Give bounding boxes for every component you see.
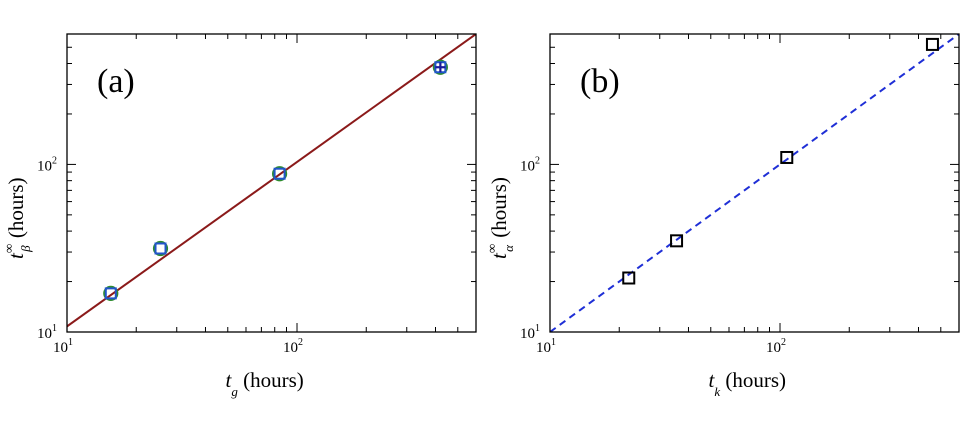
- x-tick-label: 101: [53, 337, 73, 356]
- tick-exponent: 1: [68, 337, 73, 348]
- axis-label-main: t: [4, 252, 28, 259]
- tick-marks: [66, 33, 477, 333]
- axis-label-main: t: [487, 252, 511, 259]
- panel-label: (a): [97, 63, 135, 100]
- data-point-square: [104, 287, 117, 300]
- tick-base: 10: [536, 340, 551, 356]
- y-tick-label: 101: [520, 323, 540, 342]
- plot-frame: [549, 33, 960, 333]
- tick-exponent: 1: [551, 337, 556, 348]
- x-tick-label: 102: [283, 337, 303, 356]
- tick-base: 10: [520, 158, 535, 174]
- tick-marks: [549, 33, 960, 333]
- data-point-circle: [152, 240, 169, 257]
- x-axis-label: tg (hours): [226, 368, 304, 399]
- y-tick-label: 102: [520, 155, 540, 174]
- axis-label-subscript: k: [714, 384, 720, 399]
- data-point-circle: [103, 285, 119, 301]
- plot-frame: [66, 33, 477, 333]
- tick-exponent: 2: [535, 155, 540, 166]
- data-point-square: [273, 167, 286, 180]
- tick-exponent: 2: [298, 337, 303, 348]
- fit-line: [550, 34, 959, 332]
- y-axis-label: t∞ α (hours): [484, 177, 516, 259]
- panel-label: (b): [580, 63, 620, 100]
- axis-label-subscript: β: [18, 245, 33, 253]
- axis-label-unit: (hours): [238, 368, 304, 392]
- axis-label-main: t: [709, 368, 716, 392]
- data-point-square: [154, 242, 167, 255]
- axis-label-main: t: [226, 368, 233, 392]
- y-axis-label: t∞ β (hours): [1, 177, 33, 259]
- data-point-square: [780, 150, 794, 164]
- data-point-square: [622, 271, 636, 285]
- axis-label-unit: (hours): [720, 368, 786, 392]
- x-axis-label: tk (hours): [709, 368, 787, 399]
- data-point-circle: [271, 166, 288, 182]
- y-tick-label: 101: [37, 323, 57, 342]
- data-point-circle: [432, 59, 448, 75]
- x-tick-label: 102: [766, 337, 786, 356]
- tick-exponent: 1: [52, 323, 57, 334]
- axis-label-subscript: α: [501, 244, 516, 252]
- tick-base: 10: [520, 326, 535, 342]
- tick-exponent: 2: [52, 155, 57, 166]
- data-point-plus: [435, 62, 446, 73]
- y-tick-label: 102: [37, 155, 57, 174]
- data-point-square: [670, 234, 684, 248]
- axis-label-unit: (hours): [4, 177, 28, 243]
- tick-base: 10: [37, 326, 52, 342]
- axis-label-unit: (hours): [487, 177, 511, 243]
- data-point-square: [925, 37, 939, 51]
- fit-line: [67, 34, 476, 328]
- axis-label-superscript: ∞: [1, 244, 16, 253]
- tick-exponent: 1: [535, 323, 540, 334]
- axis-label-superscript: ∞: [484, 244, 499, 253]
- tick-base: 10: [766, 340, 781, 356]
- tick-base: 10: [283, 340, 298, 356]
- tick-base: 10: [37, 158, 52, 174]
- x-tick-label: 101: [536, 337, 556, 356]
- tick-base: 10: [53, 340, 68, 356]
- axis-label-subscript: g: [231, 384, 238, 399]
- tick-exponent: 2: [781, 337, 786, 348]
